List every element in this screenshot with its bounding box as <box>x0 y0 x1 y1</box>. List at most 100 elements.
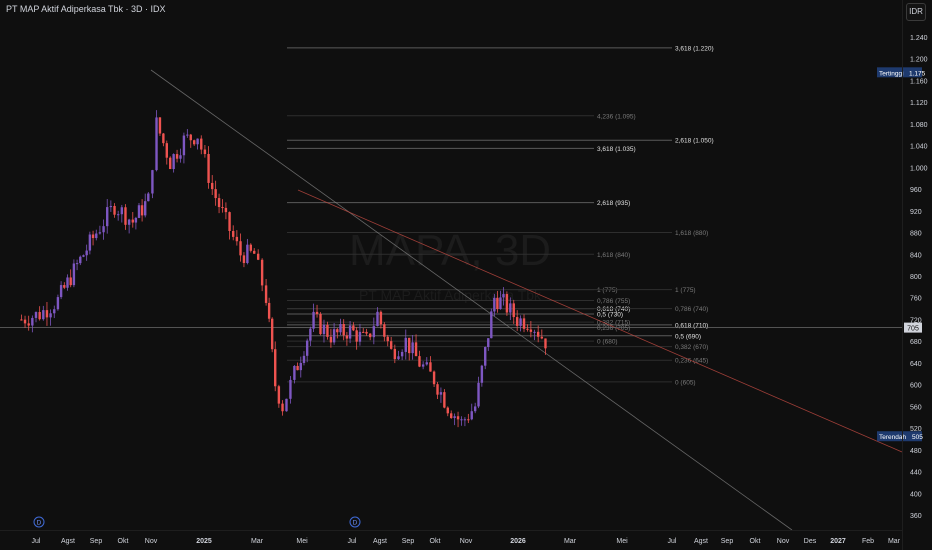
y-tick-label: 1.080 <box>910 122 928 129</box>
high-marker-value: 1.175 <box>909 70 926 77</box>
candle <box>421 364 425 367</box>
candle <box>379 311 383 325</box>
fib-level-label: 1,618 (840) <box>597 252 630 259</box>
candle <box>526 328 529 330</box>
candle <box>91 234 95 239</box>
candle <box>515 317 519 326</box>
candle <box>499 297 502 309</box>
candle <box>20 319 23 321</box>
candle <box>235 236 239 242</box>
fib-level-label: 1 (775) <box>675 287 696 294</box>
candle <box>169 157 172 170</box>
x-tick-label: Agst <box>373 538 387 545</box>
candle <box>232 230 235 237</box>
candle <box>463 419 467 421</box>
candle <box>326 324 329 337</box>
candle <box>400 351 404 357</box>
candle <box>332 329 336 343</box>
dividend-marker-label: D <box>353 520 358 527</box>
x-tick-label: Agst <box>61 538 75 545</box>
candle <box>175 154 179 159</box>
candle <box>336 329 339 333</box>
candle <box>496 297 499 309</box>
candle <box>82 255 85 257</box>
x-tick-label: Sep <box>721 538 734 545</box>
currency-button[interactable]: IDR <box>906 3 926 21</box>
candle <box>487 338 490 348</box>
current-price-tag <box>904 322 922 333</box>
x-tick-label: Jul <box>348 538 357 545</box>
y-tick-label: 1.240 <box>910 35 928 42</box>
candle <box>345 335 349 339</box>
candle <box>172 154 175 170</box>
candle <box>376 311 379 327</box>
y-tick-label: 1.200 <box>910 57 928 64</box>
candle <box>352 325 355 331</box>
fib-level-label: 1 (775) <box>597 287 618 294</box>
candle <box>124 207 127 225</box>
candle <box>484 347 487 366</box>
candle <box>355 330 358 342</box>
fib-level-label: 3,618 (1.035) <box>597 146 636 153</box>
price-axis-divider <box>902 0 903 550</box>
y-tick-label: 1.160 <box>910 78 928 85</box>
candle <box>358 331 362 342</box>
candle <box>246 244 249 264</box>
candle <box>470 411 473 420</box>
x-tick-label: Jul <box>668 538 677 545</box>
candle <box>365 331 368 334</box>
candle <box>404 337 407 352</box>
x-tick-label: Agst <box>694 538 708 545</box>
candle <box>393 348 397 360</box>
trendline-white <box>150 69 793 531</box>
candle <box>477 382 480 407</box>
candle <box>453 416 456 419</box>
x-tick-label: 2027 <box>830 538 846 545</box>
candle <box>264 285 268 303</box>
fib-level-label: 0,382 (715) <box>597 320 630 327</box>
candle <box>536 331 540 337</box>
candle <box>277 386 281 404</box>
candle <box>140 205 144 216</box>
fib-level-label: 0,236 (645) <box>675 358 708 365</box>
dividend-marker[interactable] <box>349 516 361 528</box>
current-price-label: 705 <box>907 326 919 333</box>
candle <box>319 313 322 335</box>
candle <box>312 311 315 329</box>
y-tick-label: 680 <box>910 339 922 346</box>
candle <box>397 356 400 360</box>
low-marker-tag <box>877 431 922 442</box>
candle <box>383 324 386 337</box>
candle <box>151 170 154 194</box>
fib-level-label: 0,236 (705) <box>597 325 630 332</box>
candle <box>389 341 393 349</box>
y-tick-label: 360 <box>910 513 922 520</box>
y-tick-label: 800 <box>910 274 922 281</box>
candle <box>473 406 477 412</box>
candle <box>460 419 463 421</box>
candle <box>544 338 547 349</box>
candle <box>446 407 449 414</box>
candle <box>418 356 421 367</box>
candle <box>270 318 274 350</box>
x-tick-label: Mar <box>251 538 264 545</box>
candle <box>56 297 60 310</box>
fib-level-label: 3,618 (1.220) <box>675 45 714 52</box>
fib-level-label: 2,618 (1.050) <box>675 138 714 145</box>
candle <box>239 241 242 256</box>
candle <box>186 134 189 136</box>
candle <box>211 182 214 190</box>
x-tick-label: Mei <box>616 538 628 545</box>
candle <box>106 207 109 227</box>
fib-level-label: 0,618 (710) <box>675 322 708 329</box>
candle <box>432 371 436 385</box>
dividend-marker[interactable] <box>33 516 45 528</box>
x-tick-label: 2025 <box>196 538 212 545</box>
x-tick-label: Nov <box>777 538 790 545</box>
candle <box>505 294 509 313</box>
x-tick-label: Okt <box>430 538 441 545</box>
candle <box>134 217 138 223</box>
candle <box>214 189 217 199</box>
chart-title: PT MAP Aktif Adiperkasa Tbk · 3D · IDX <box>6 4 166 14</box>
